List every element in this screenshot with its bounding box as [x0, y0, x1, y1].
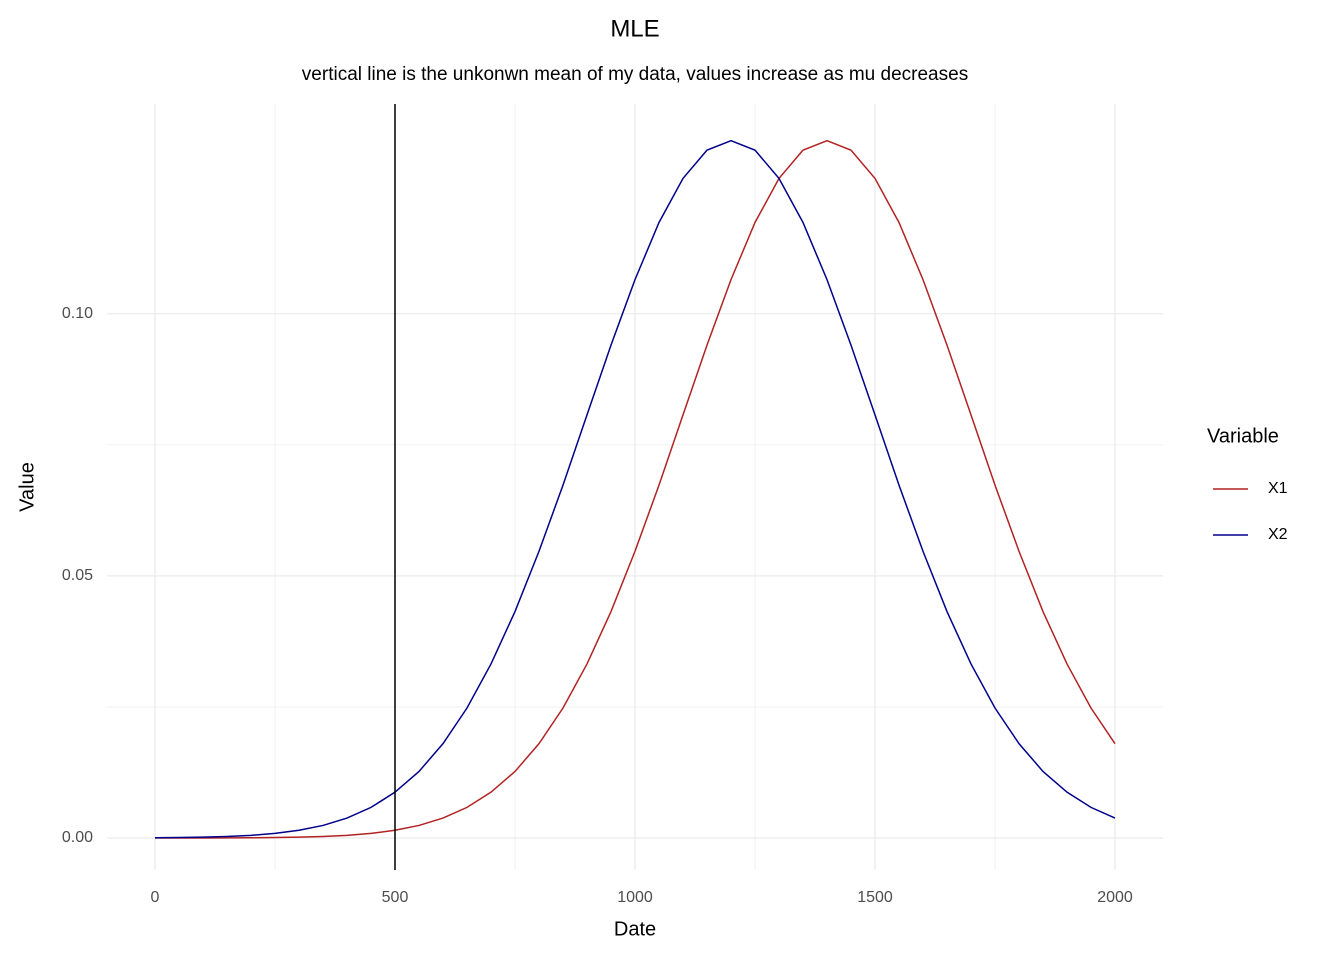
legend-label: X1: [1268, 480, 1288, 497]
x-tick-label: 1500: [857, 889, 893, 906]
y-tick-label: 0.00: [62, 829, 93, 846]
legend-title: Variable: [1207, 425, 1279, 447]
x-tick-label: 1000: [617, 889, 653, 906]
chart-subtitle: vertical line is the unkonwn mean of my …: [302, 64, 968, 85]
y-axis-title: Value: [16, 462, 38, 512]
y-tick-label: 0.05: [62, 567, 93, 584]
y-tick-label: 0.10: [62, 305, 93, 322]
x-tick-label: 0: [151, 889, 160, 906]
x-tick-label: 2000: [1097, 889, 1133, 906]
series-line: [154, 139, 1116, 839]
legend-label: X2: [1268, 526, 1288, 543]
x-tick-label: 500: [382, 889, 409, 906]
chart-title: MLE: [610, 15, 659, 42]
x-axis-title: Date: [614, 918, 656, 940]
series-line: [154, 139, 1116, 839]
